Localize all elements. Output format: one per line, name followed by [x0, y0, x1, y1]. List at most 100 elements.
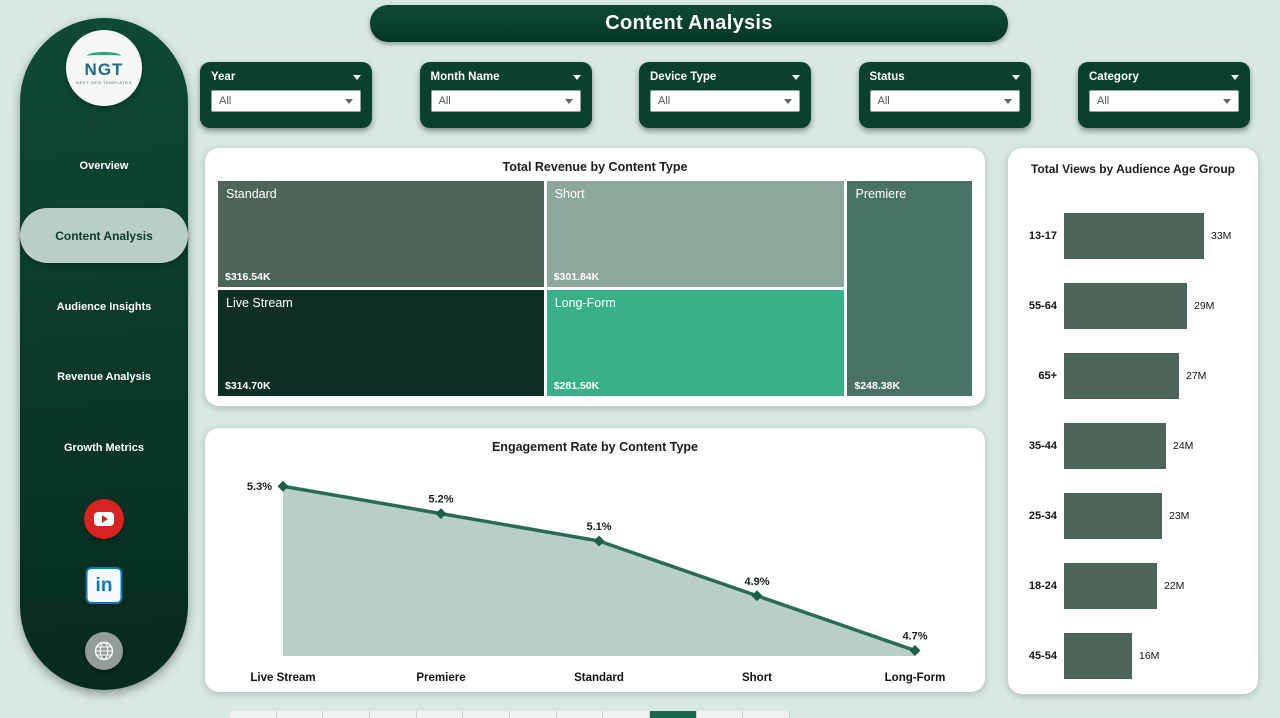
page-tab[interactable]: [463, 711, 511, 718]
treemap-cell-premiere[interactable]: Premiere $248.38K: [847, 181, 972, 396]
bar-row: 65+ 27M: [1018, 352, 1252, 400]
treemap-cell-value: $248.38K: [854, 380, 901, 392]
filter-label: Device Type: [650, 71, 717, 83]
filter-label: Year: [211, 71, 236, 83]
bar-category-label: 25-34: [1028, 510, 1057, 522]
bar[interactable]: [1064, 633, 1132, 679]
treemap-cell-label: Long-Form: [554, 296, 616, 310]
sidebar: NGT NEXT GEN TEMPLATES Overview Content …: [20, 18, 188, 690]
filter-header[interactable]: Device Type: [650, 71, 800, 83]
sidebar-item-revenue-analysis[interactable]: Revenue Analysis: [20, 363, 188, 391]
bar[interactable]: [1064, 213, 1204, 259]
filter-header[interactable]: Month Name: [431, 71, 581, 83]
page-title-banner: Content Analysis: [370, 5, 1008, 42]
page-tab[interactable]: [230, 711, 277, 718]
bar[interactable]: [1064, 563, 1157, 609]
bar-row: 45-54 16M: [1018, 632, 1252, 680]
chevron-down-icon: [572, 74, 581, 80]
filter-value: All: [219, 95, 232, 107]
bar-category-label: 45-54: [1028, 650, 1057, 662]
linkedin-icon[interactable]: in: [85, 567, 123, 604]
page-tab[interactable]: [556, 711, 604, 718]
page-tab[interactable]: [696, 711, 744, 718]
data-point-marker[interactable]: [435, 508, 447, 520]
sidebar-item-overview[interactable]: Overview: [20, 152, 188, 180]
bar-chart-title: Total Views by Audience Age Group: [1030, 162, 1236, 176]
treemap-card: Total Revenue by Content Type Standard $…: [205, 148, 985, 406]
website-globe-icon[interactable]: [85, 632, 123, 670]
globe-glyph: [94, 641, 114, 661]
treemap-cell-label: Short: [554, 187, 585, 201]
x-axis-label: Standard: [574, 672, 624, 684]
chevron-down-icon: [353, 74, 361, 80]
bar[interactable]: [1064, 353, 1179, 399]
filter-month-name: Month Name All: [419, 62, 592, 128]
chevron-down-icon: [564, 98, 573, 104]
bar-chart: 13-17 33M 55-64 29M 65+ 27M 35-44 24M 25…: [1018, 212, 1252, 680]
treemap-cell-long-form[interactable]: Long-Form $281.50K: [546, 290, 845, 396]
data-point-marker[interactable]: [751, 590, 763, 602]
page-tab[interactable]: [650, 711, 697, 718]
page-tab[interactable]: [743, 711, 791, 718]
filters-row: Year All Month Name All Device Type All …: [200, 62, 1250, 130]
chevron-down-icon: [345, 98, 353, 104]
filter-header[interactable]: Year: [211, 71, 361, 83]
bar-value-label: 16M: [1139, 650, 1160, 662]
treemap-title: Total Revenue by Content Type: [502, 160, 688, 174]
data-point-marker[interactable]: [277, 480, 289, 492]
logo-leaf-icon: [87, 51, 121, 60]
data-point-marker[interactable]: [909, 645, 921, 657]
bar-row: 35-44 24M: [1018, 422, 1252, 470]
page-tab[interactable]: [603, 711, 651, 718]
data-point-label: 4.9%: [744, 576, 769, 588]
filter-dropdown[interactable]: All: [430, 90, 581, 112]
bar[interactable]: [1064, 423, 1166, 469]
treemap-cell-short[interactable]: Short $301.84K: [546, 181, 845, 287]
page-tab[interactable]: [323, 711, 371, 718]
sidebar-item-growth-metrics[interactable]: Growth Metrics: [20, 434, 188, 462]
bar-row: 55-64 29M: [1018, 282, 1252, 330]
treemap-cell-standard[interactable]: Standard $316.54K: [218, 181, 544, 287]
bar-row: 25-34 23M: [1018, 492, 1252, 540]
chevron-down-icon: [1231, 74, 1239, 80]
filter-category: Category All: [1078, 62, 1250, 128]
sidebar-item-audience-insights[interactable]: Audience Insights: [20, 293, 188, 321]
filter-label: Status: [869, 71, 905, 83]
linkedin-glyph: in: [85, 567, 123, 604]
page-tab[interactable]: [276, 711, 324, 718]
logo-subtext: NEXT GEN TEMPLATES: [76, 79, 132, 85]
filter-header[interactable]: Category: [1089, 71, 1239, 83]
sidebar-item-content-analysis[interactable]: Content Analysis: [20, 208, 188, 263]
page-tab[interactable]: [416, 711, 464, 718]
filter-dropdown[interactable]: All: [650, 90, 800, 112]
treemap-cell-value: $316.54K: [225, 271, 271, 283]
youtube-icon[interactable]: [84, 499, 124, 539]
page-title: Content Analysis: [605, 12, 773, 34]
treemap-cell-live-stream[interactable]: Live Stream $314.70K: [218, 290, 544, 396]
bar-value-label: 29M: [1194, 300, 1215, 312]
data-point-label: 5.3%: [247, 481, 272, 493]
treemap: Standard $316.54K Short $301.84K Premier…: [218, 181, 972, 396]
treemap-cell-value: $301.84K: [553, 271, 600, 283]
treemap-cell-label: Standard: [226, 187, 277, 201]
bar-category-label: 13-17: [1028, 230, 1057, 242]
filter-dropdown[interactable]: All: [211, 90, 361, 112]
bar-category-label: 65+: [1038, 370, 1057, 382]
treemap-cell-value: $281.50K: [553, 380, 600, 392]
page-tab[interactable]: [510, 711, 557, 718]
data-point-label: 5.2%: [428, 494, 453, 506]
filter-value: All: [438, 95, 451, 107]
youtube-play-icon: [94, 512, 114, 526]
bar[interactable]: [1064, 493, 1162, 539]
x-axis-label: Short: [741, 672, 773, 684]
data-point-marker[interactable]: [593, 535, 605, 547]
filter-value: All: [658, 95, 671, 107]
filter-dropdown[interactable]: All: [1089, 90, 1239, 112]
filter-dropdown[interactable]: All: [869, 90, 1020, 112]
logo-text: NGT: [84, 59, 124, 79]
x-axis-label: Premiere: [416, 672, 466, 684]
page-tab[interactable]: [370, 711, 417, 718]
bar[interactable]: [1064, 283, 1187, 329]
chevron-down-icon: [784, 98, 792, 104]
filter-header[interactable]: Status: [870, 71, 1020, 83]
